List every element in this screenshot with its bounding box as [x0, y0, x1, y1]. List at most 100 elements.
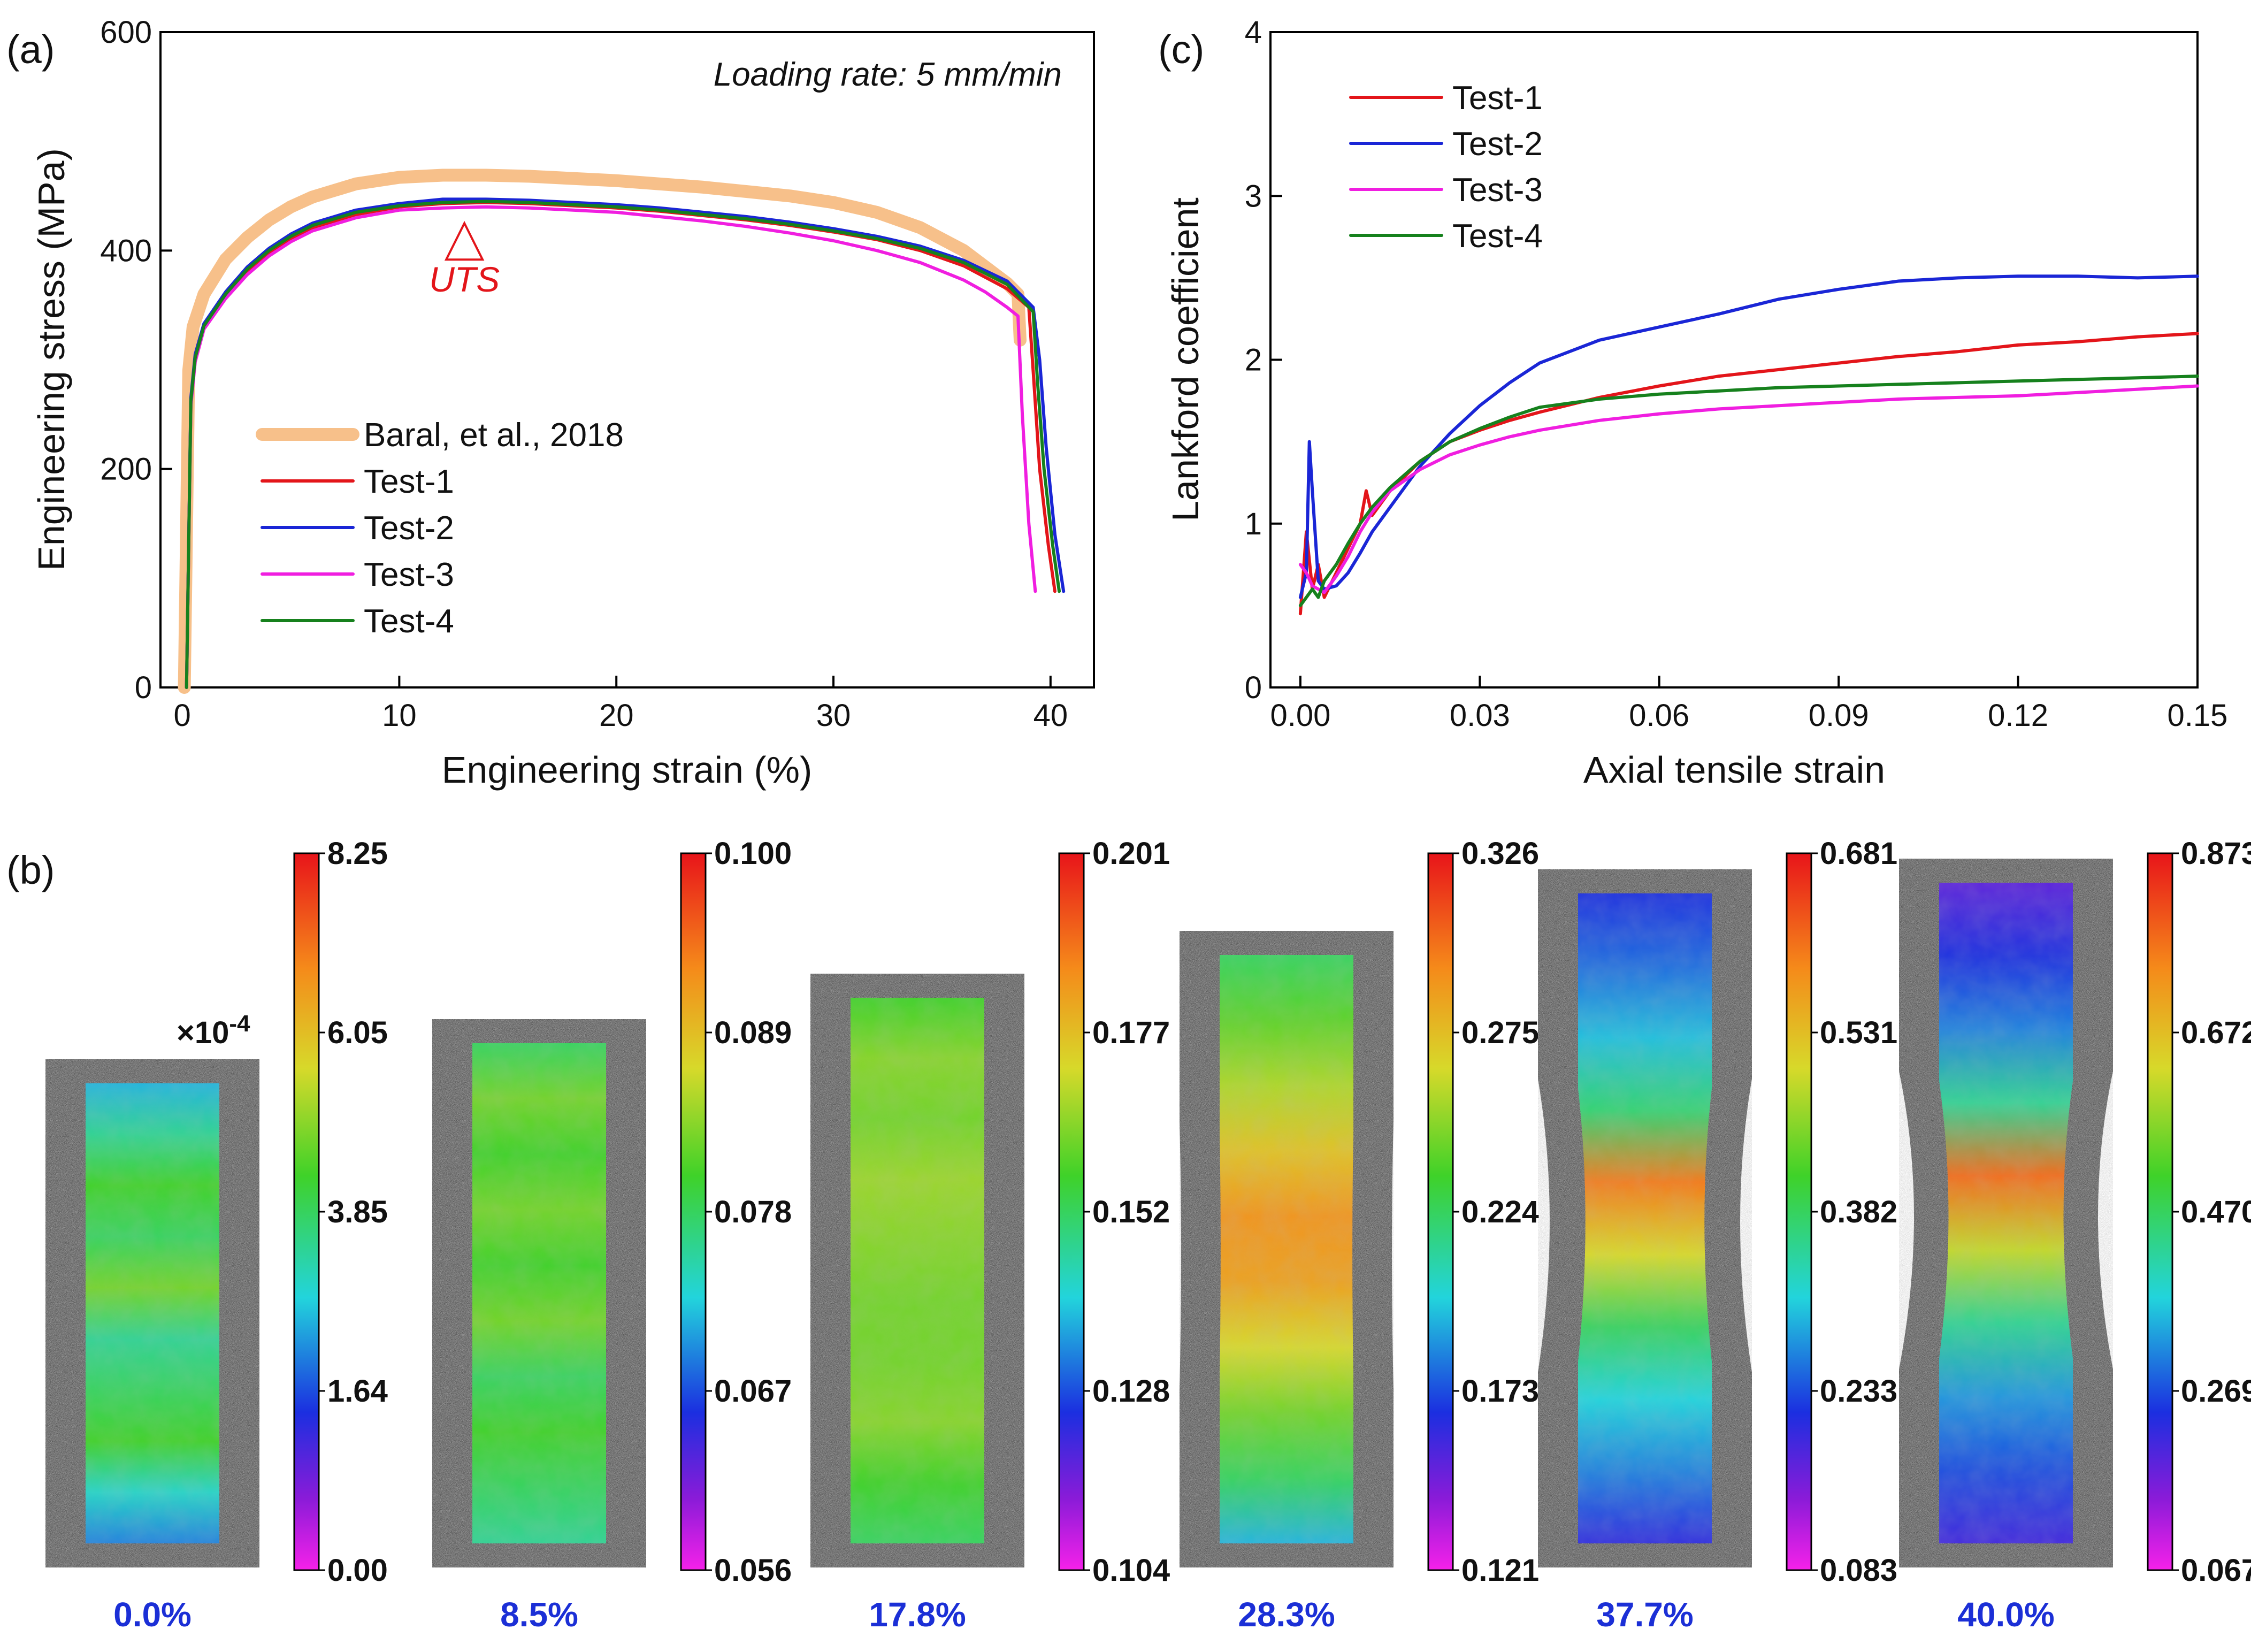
x-tick-label: 0.06: [1629, 698, 1689, 733]
colorbar-tick-label: 0.078: [714, 1195, 792, 1229]
colorbar-tick-label: 0.00: [327, 1553, 388, 1588]
panel-c-y-axis: 0 1 2 3 4: [1245, 15, 1282, 705]
legend-entry: Test-2: [364, 510, 454, 547]
y-tick-label: 3: [1245, 179, 1262, 213]
colorbar-tick-label: 0.672: [2181, 1015, 2251, 1050]
panel-a-legend: Baral, et al., 2018 Test-1 Test-2 Test-3 Tes…: [256, 417, 624, 640]
colorbar: [2147, 852, 2173, 1571]
colorbar-tick-label: 0.269: [2181, 1374, 2251, 1409]
colorbar-tick-label: 0.100: [714, 836, 792, 871]
colorbar-tick-label: 0.152: [1092, 1195, 1170, 1229]
colorbar: [1058, 852, 1085, 1571]
series-line-test-4: [1298, 374, 2199, 607]
strain-level-label: 28.3%: [1238, 1595, 1335, 1634]
colorbar-exponent: -4: [229, 1011, 250, 1037]
dic-texture: [472, 1043, 606, 1543]
dic-texture: [86, 1083, 219, 1543]
dic-texture: [1578, 893, 1712, 1543]
legend-entry: Test-4: [364, 603, 454, 640]
panel-a-x-title: Engineering strain (%): [442, 749, 813, 791]
x-tick-label: 20: [599, 698, 634, 733]
colorbar-tick-label: 0.470: [2181, 1195, 2251, 1229]
series-line-test-1: [1298, 332, 2199, 616]
strain-map-5: 0.873 0.672 0.470 0.269 0.067 40.0%: [1899, 836, 2251, 1634]
series-line-test-2: [1298, 274, 2199, 599]
colorbar-tick-label: 0.233: [1820, 1374, 1897, 1409]
y-tick-label: 0: [1245, 670, 1262, 705]
series-line-test-3: [1298, 384, 2199, 594]
x-tick-label: 0: [173, 698, 190, 733]
colorbar-tick-label: 0.382: [1820, 1195, 1897, 1229]
colorbar-tick-label: 3.85: [327, 1195, 388, 1229]
x-tick-label: 10: [382, 698, 417, 733]
panel-c-x-axis: 0.00 0.03 0.06 0.09 0.12 0.15: [1270, 676, 2227, 733]
colorbar-tick-label: 0.056: [714, 1553, 792, 1588]
panel-a-x-axis: 0 10 20 30 40: [173, 676, 1068, 733]
panel-c-label: (c): [1158, 27, 1204, 72]
colorbar: [1427, 852, 1454, 1571]
colorbar-tick-label: 0.128: [1092, 1374, 1170, 1409]
colorbar-tick-label: 0.201: [1092, 836, 1170, 871]
dic-texture: [1220, 955, 1353, 1543]
colorbar-tick-label: 0.531: [1820, 1015, 1897, 1050]
colorbar-tick-label: 0.083: [1820, 1553, 1897, 1588]
series-line-test-3: [185, 205, 1037, 689]
panel-c-series: [1298, 274, 2199, 616]
colorbar-tick-label: 0.681: [1820, 836, 1897, 871]
y-tick-label: 200: [100, 452, 152, 487]
panel-c-y-title: Lankford coefficient: [1165, 197, 1206, 522]
y-tick-label: 1: [1245, 507, 1262, 541]
colorbar: [1786, 852, 1812, 1571]
colorbar-tick-label: 6.05: [327, 1015, 388, 1050]
colorbar-tick-label: 0.873: [2181, 836, 2251, 871]
dic-texture: [1939, 883, 2073, 1543]
strain-map-0: 8.25 6.05 3.85 1.64 0.00 ×10-4 0.0%: [45, 836, 388, 1634]
strain-level-label: 40.0%: [1957, 1595, 2054, 1634]
legend-entry: Test-1: [364, 463, 454, 500]
colorbar-tick-label: 0.067: [714, 1374, 792, 1409]
strain-map-3: 0.326 0.275 0.224 0.173 0.121 28.3%: [1180, 836, 1539, 1634]
y-tick-label: 2: [1245, 343, 1262, 378]
x-tick-label: 0.03: [1450, 698, 1510, 733]
x-tick-label: 0.09: [1809, 698, 1869, 733]
y-tick-label: 400: [100, 233, 152, 268]
colorbar-tick-label: 0.275: [1461, 1015, 1539, 1050]
colorbar-tick-label: 0.326: [1461, 836, 1539, 871]
series-line-baral-et-al-2018: [178, 169, 1027, 694]
colorbar-tick-label: 0.121: [1461, 1553, 1539, 1588]
x-tick-label: 0.15: [2168, 698, 2228, 733]
strain-level-label: 37.7%: [1596, 1595, 1693, 1634]
uts-marker-triangle: [444, 220, 485, 261]
colorbar-tick-label: 0.224: [1461, 1195, 1539, 1229]
strain-map-2: 0.201 0.177 0.152 0.128 0.104 17.8%: [810, 836, 1170, 1634]
y-tick-label: 600: [100, 15, 152, 50]
strain-level-label: 0.0%: [113, 1595, 192, 1634]
strain-level-label: 17.8%: [869, 1595, 966, 1634]
colorbar-tick-label: 0.177: [1092, 1015, 1170, 1050]
panel-a-chart: (a) 0 200 400 600 0 10 20 30 40 Loading rate: 5…: [6, 15, 1095, 791]
legend-entry: Test-3: [364, 556, 454, 593]
colorbar-tick-label: 8.25: [327, 836, 388, 871]
panel-c-plot-frame: [1269, 31, 2199, 689]
panel-a-y-title: Engineering stress (MPa): [30, 148, 72, 571]
panel-c-x-title: Axial tensile strain: [1583, 749, 1885, 791]
colorbar-tick-label: 1.64: [327, 1374, 388, 1409]
panel-b-strain-maps: (b) 8.25 6.05 3.85 1.64 0.00 ×10-4 0.0% 0.100 0.…: [6, 836, 2251, 1634]
strain-map-1: 0.100 0.089 0.078 0.067 0.056 8.5%: [432, 836, 792, 1634]
panel-a-plot-frame: [159, 31, 1095, 689]
colorbar: [680, 852, 707, 1571]
legend-entry: Test-1: [1452, 80, 1543, 117]
colorbar-tick-label: 0.067: [2181, 1553, 2251, 1588]
legend-entry: Test-4: [1452, 218, 1543, 255]
panel-c-chart: (c) 0 1 2 3 4 0.00 0.03 0.06 0.09 0.12 0.15 Test-…: [1158, 15, 2227, 791]
colorbar-tick-label: 0.173: [1461, 1374, 1539, 1409]
legend-entry: Baral, et al., 2018: [364, 417, 624, 454]
panel-b-label: (b): [6, 848, 55, 892]
loading-rate-annotation: Loading rate: 5 mm/min: [714, 56, 1062, 93]
y-tick-label: 4: [1245, 15, 1262, 50]
strain-map-4: 0.681 0.531 0.382 0.233 0.083 37.7%: [1538, 836, 1897, 1634]
x-tick-label: 0.12: [1988, 698, 2048, 733]
colorbar-multiplier: ×10-4: [177, 1011, 250, 1050]
dic-texture: [851, 998, 984, 1543]
